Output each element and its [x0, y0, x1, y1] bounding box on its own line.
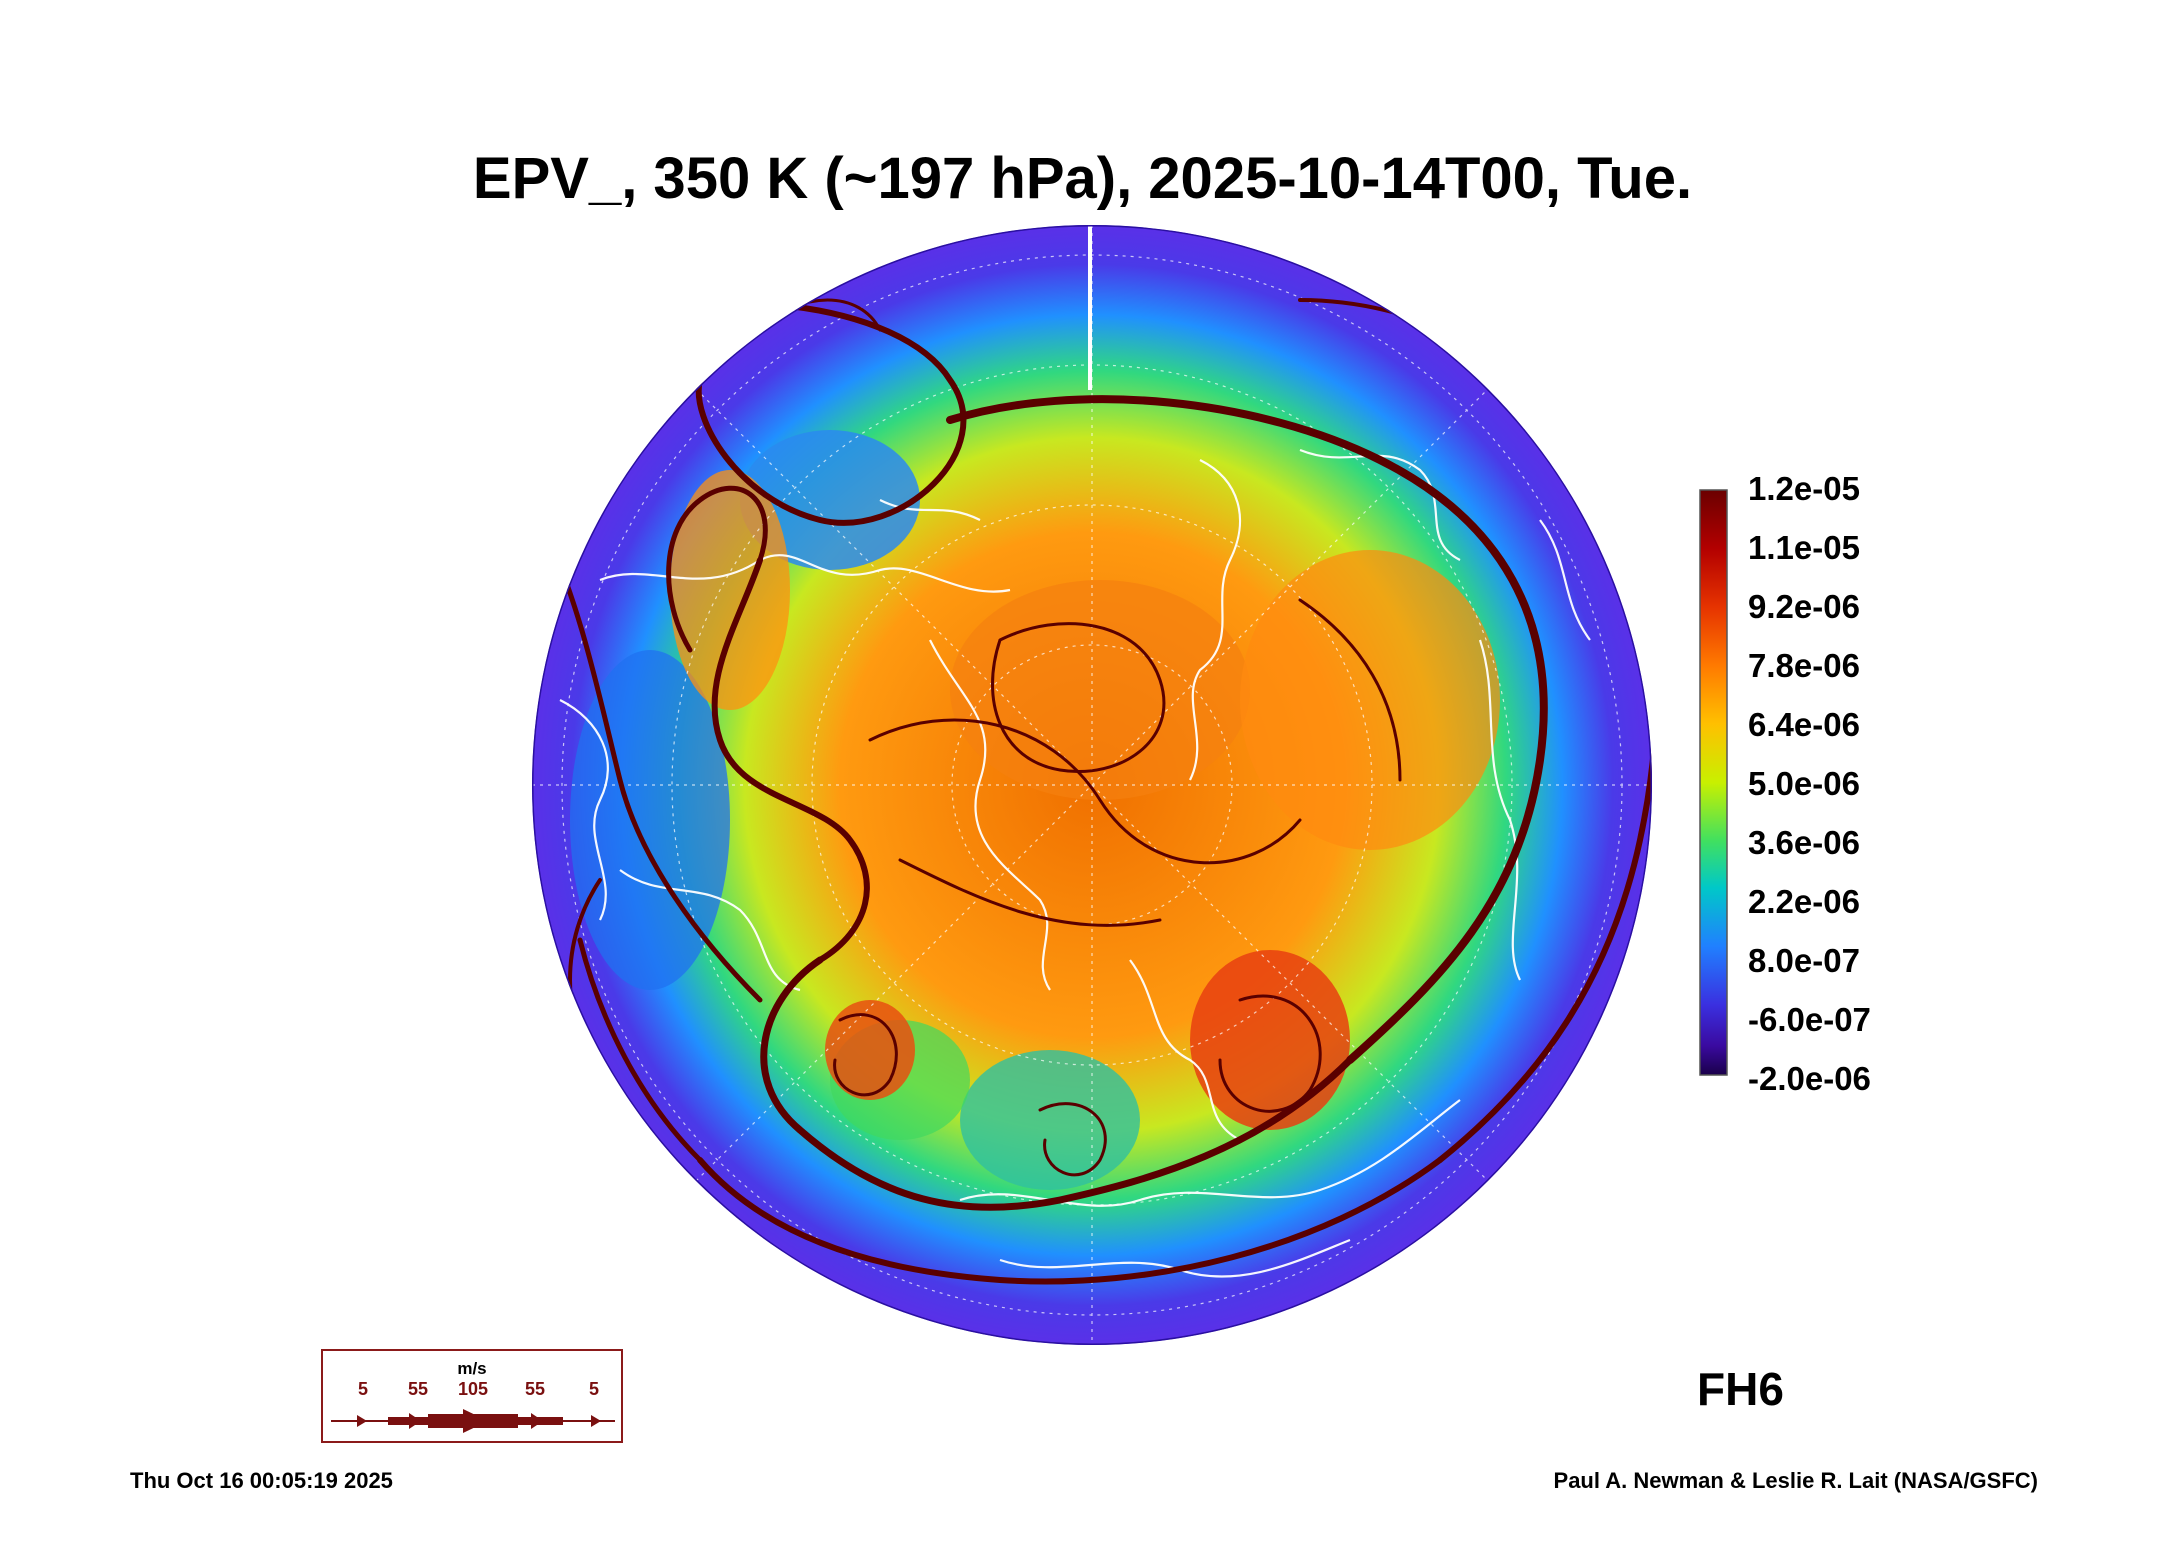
colorbar-label: -6.0e-07: [1748, 1001, 1871, 1038]
legend-unit: m/s: [457, 1359, 487, 1378]
generation-timestamp: Thu Oct 16 00:05:19 2025: [130, 1468, 393, 1493]
plot-title: EPV_, 350 K (~197 hPa), 2025-10-14T00, T…: [472, 146, 1693, 211]
legend-tick: 105: [458, 1379, 489, 1399]
colorbar-label: 6.4e-06: [1748, 706, 1860, 743]
colorbar-label: 1.1e-05: [1748, 529, 1860, 566]
forecast-hour: FH6: [1697, 1363, 1784, 1415]
credit-line: Paul A. Newman & Leslie R. Lait (NASA/GS…: [1553, 1468, 2038, 1493]
colorbar-label: 2.2e-06: [1748, 883, 1860, 920]
colorbar-label: 5.0e-06: [1748, 765, 1860, 802]
colorbar-label: 9.2e-06: [1748, 588, 1860, 625]
legend-tick: 55: [408, 1379, 429, 1399]
epv-field: [532, 225, 1652, 1345]
legend-tick: 5: [589, 1379, 600, 1399]
colorbar: [1699, 489, 1728, 1076]
colorbar-label: 3.6e-06: [1748, 824, 1860, 861]
legend-arrow-graphic: [331, 1409, 615, 1433]
colorbar-label: 7.8e-06: [1748, 647, 1860, 684]
colorbar-label: 1.2e-05: [1748, 470, 1860, 507]
legend-tick: 5: [358, 1379, 369, 1399]
colorbar-label: -2.0e-06: [1748, 1060, 1871, 1097]
wind-speed-legend: m/s 5 55 105 55 5: [321, 1349, 623, 1443]
legend-tick: 55: [525, 1379, 546, 1399]
coastlines: [559, 448, 1591, 1278]
colorbar-label: 8.0e-07: [1748, 942, 1860, 979]
